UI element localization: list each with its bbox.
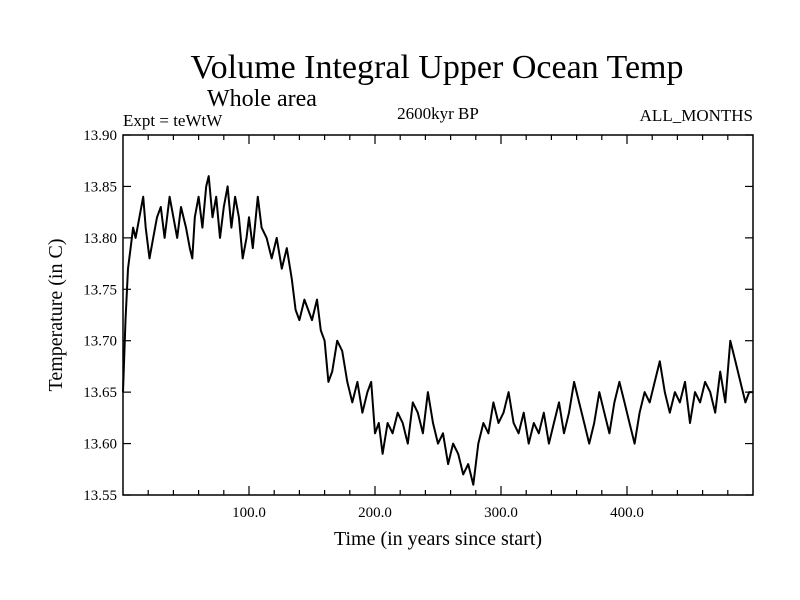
x-tick-label: 100.0 — [232, 505, 266, 521]
experiment-label: Expt = teWtW — [123, 111, 223, 130]
y-axis-label: Temperature (in C) — [45, 239, 67, 392]
y-axis-ticks: 13.55 13.60 13.65 13.70 13.75 13.80 13.85 13.90 — [83, 128, 753, 504]
period-label: 2600kyr BP — [397, 104, 479, 123]
y-tick-label: 13.75 — [83, 282, 117, 298]
chart-title: Volume Integral Upper Ocean Temp — [191, 49, 684, 86]
x-tick-label: 200.0 — [358, 505, 392, 521]
x-tick-label: 300.0 — [484, 505, 518, 521]
x-axis-ticks: 100.0 200.0 300.0 400.0 — [147, 135, 729, 521]
x-axis-label: Time (in years since start) — [334, 528, 542, 550]
plot-frame — [122, 134, 754, 496]
temperature-series-line — [122, 175, 753, 486]
x-tick-label: 400.0 — [610, 505, 644, 521]
y-tick-label: 13.65 — [83, 385, 117, 401]
months-label: ALL_MONTHS — [640, 106, 753, 125]
y-tick-label: 13.85 — [83, 179, 117, 195]
y-tick-label: 13.70 — [83, 334, 117, 350]
chart-subtitle: Whole area — [207, 86, 317, 112]
y-tick-label: 13.60 — [83, 437, 117, 453]
y-tick-label: 13.55 — [83, 488, 117, 504]
y-tick-label: 13.80 — [83, 231, 117, 247]
y-tick-label: 13.90 — [83, 128, 117, 144]
